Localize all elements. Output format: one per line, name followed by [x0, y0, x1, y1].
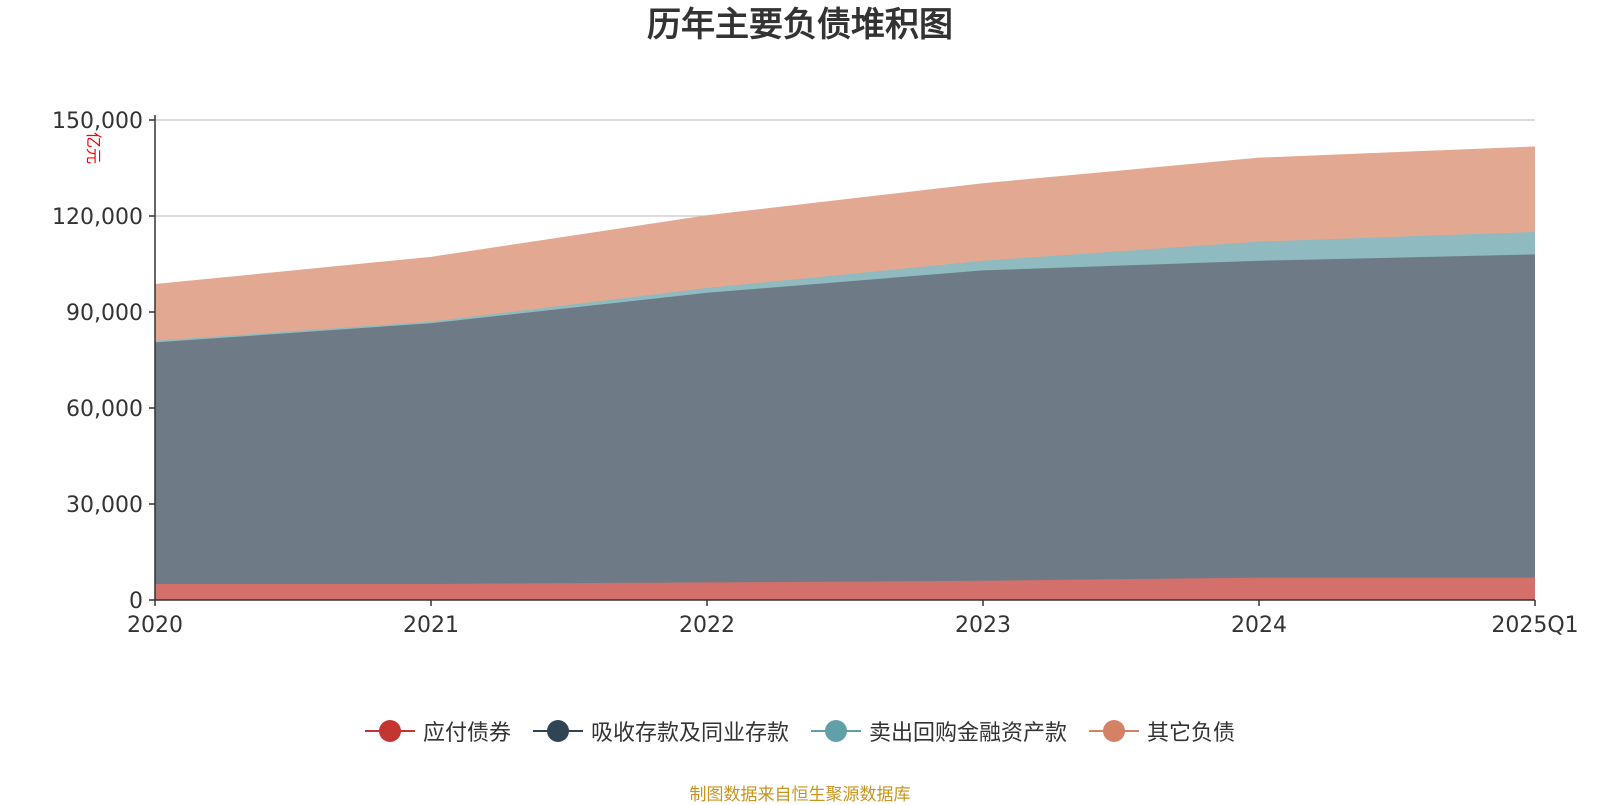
- y-tick-label: 150,000: [52, 109, 143, 134]
- y-tick-label: 120,000: [52, 205, 143, 230]
- x-tick-label: 2023: [955, 613, 1011, 638]
- series-line-其它负债: [154, 146, 1536, 286]
- legend-item[interactable]: 其它负债: [1089, 715, 1235, 747]
- y-tick-label: 30,000: [66, 493, 143, 518]
- y-tick-label: 0: [129, 589, 143, 614]
- legend-marker-icon: [811, 720, 861, 742]
- legend-label: 其它负债: [1147, 721, 1236, 746]
- x-tick-label: 2024: [1231, 613, 1287, 638]
- x-tick-label: 2022: [679, 613, 735, 638]
- y-axis-unit-label: 亿元: [84, 132, 103, 164]
- source-note: 制图数据来自恒生聚源数据库: [689, 785, 911, 805]
- area-应付债券: [155, 577, 1535, 600]
- y-tick-label: 90,000: [66, 301, 143, 326]
- legend-marker-icon: [364, 720, 415, 742]
- y-tick-label: 60,000: [66, 397, 143, 422]
- x-tick-label: 2025Q1: [1491, 613, 1578, 638]
- legend: 应付债券 吸收存款及同业存款 卖出回购金融资产款 其它负债: [0, 715, 1600, 747]
- legend-item[interactable]: 卖出回购金融资产款: [811, 715, 1067, 747]
- legend-item[interactable]: 吸收存款及同业存款: [532, 715, 789, 747]
- legend-label: 卖出回购金融资产款: [869, 721, 1068, 746]
- area-吸收存款及同业存款: [155, 254, 1535, 584]
- chart-title: 历年主要负债堆积图: [647, 5, 953, 45]
- area-卖出回购金融资产款: [155, 232, 1535, 343]
- x-tick-label: 2020: [127, 613, 183, 638]
- x-tick-label: 2021: [403, 613, 459, 638]
- axes: 0 30,000 60,000 90,000 120,000 150,000 2020 202…: [52, 109, 1579, 638]
- legend-item[interactable]: 应付债券: [364, 715, 511, 747]
- legend-marker-icon: [532, 720, 583, 742]
- stacked-areas: [154, 146, 1536, 600]
- area-其它负债: [155, 147, 1535, 341]
- legend-label: 应付债券: [422, 721, 511, 746]
- legend-marker-icon: [1089, 720, 1140, 742]
- legend-label: 吸收存款及同业存款: [590, 721, 789, 746]
